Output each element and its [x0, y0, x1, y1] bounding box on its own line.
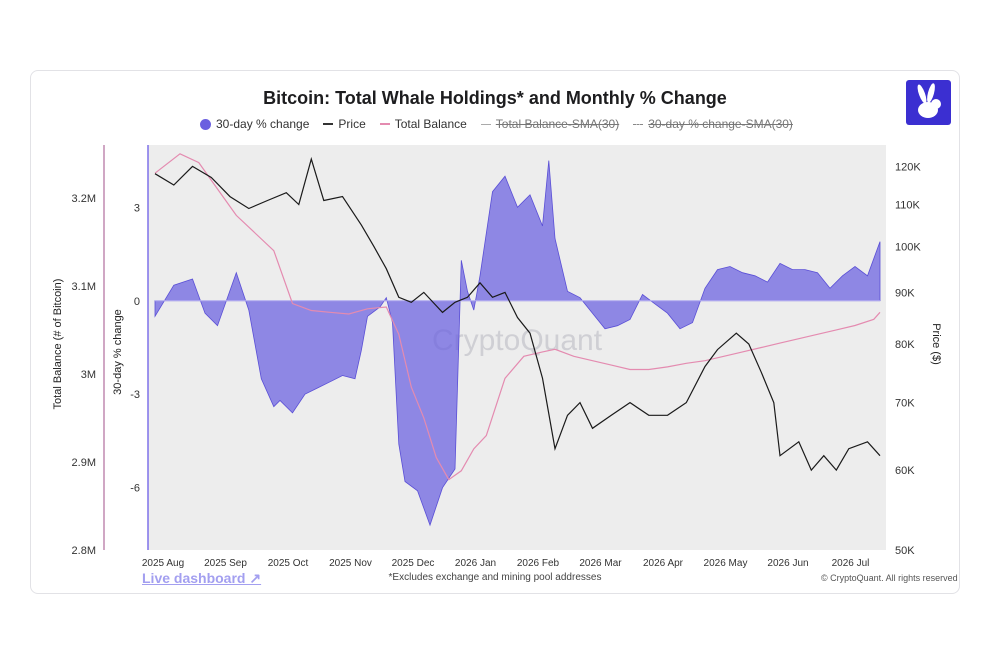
live-dashboard-link[interactable]: Live dashboard ↗ — [142, 570, 262, 586]
copyright: © CryptoQuant. All rights reserved — [821, 573, 958, 583]
legend-item-balance-sma[interactable]: Total Balance-SMA(30) — [480, 117, 619, 131]
balance-tick-label: 2.9M — [72, 457, 96, 469]
balance-axis-title: Total Balance (# of Bitcoin) — [52, 278, 64, 410]
x-tick-label: 2026 Feb — [517, 558, 560, 569]
x-tick-label: 2025 Dec — [392, 558, 435, 569]
price-line-series — [154, 156, 881, 472]
x-tick-label: 2026 Mar — [579, 558, 622, 569]
price-tick-label: 120K — [895, 161, 921, 173]
legend: 30-day % change Price Total Balance Tota… — [200, 115, 793, 133]
balance-tick-label: 3M — [81, 369, 96, 381]
change-dot-icon — [200, 118, 211, 130]
price-line-icon — [323, 123, 334, 125]
change-tick-label: 0 — [134, 296, 140, 308]
price-tick-label: 110K — [895, 200, 921, 212]
legend-item-price[interactable]: Price — [323, 117, 366, 131]
chart-title: Bitcoin: Total Whale Holdings* and Month… — [263, 88, 727, 108]
price-tick-label: 100K — [895, 241, 921, 253]
price-tick-label: 50K — [895, 545, 915, 557]
price-tick-label: 60K — [895, 465, 915, 477]
legend-item-change[interactable]: 30-day % change — [200, 117, 309, 131]
x-tick-label: 2025 Sep — [204, 558, 247, 569]
x-tick-label: 2026 Jun — [767, 558, 808, 569]
price-axis-title: Price ($) — [930, 323, 942, 365]
x-tick-label: 2026 Apr — [643, 558, 684, 569]
balance-tick-label: 2.8M — [72, 545, 96, 557]
change-tick-label: 3 — [134, 202, 140, 214]
rabbit-icon — [906, 80, 951, 125]
price-tick-label: 70K — [895, 398, 915, 410]
legend-item-balance[interactable]: Total Balance — [379, 117, 467, 131]
sma-dashed-icon — [633, 123, 644, 125]
sma-line-icon — [480, 123, 491, 125]
x-tick-label: 2026 Jul — [832, 558, 870, 569]
x-tick-label: 2026 Jan — [455, 558, 496, 569]
change-axis-title: 30-day % change — [112, 309, 124, 395]
watermark: CryptoQuant — [432, 324, 603, 357]
price-tick-label: 80K — [895, 339, 915, 351]
x-tick-label: 2025 Oct — [268, 558, 309, 569]
footnote: *Excludes exchange and mining pool addre… — [388, 572, 602, 583]
x-tick-label: 2025 Aug — [142, 558, 184, 569]
balance-tick-label: 3.2M — [72, 193, 96, 205]
change-tick-label: -6 — [130, 483, 140, 495]
balance-tick-label: 3.1M — [72, 281, 96, 293]
price-tick-label: 90K — [895, 287, 915, 299]
change-tick-label: -3 — [130, 389, 140, 401]
balance-line-icon — [379, 123, 390, 125]
x-tick-label: 2026 May — [704, 558, 748, 569]
legend-item-change-sma[interactable]: 30-day % change-SMA(30) — [633, 117, 793, 131]
x-tick-label: 2025 Nov — [329, 558, 372, 569]
balance-line-series — [154, 153, 881, 481]
change-area-series — [154, 160, 881, 527]
